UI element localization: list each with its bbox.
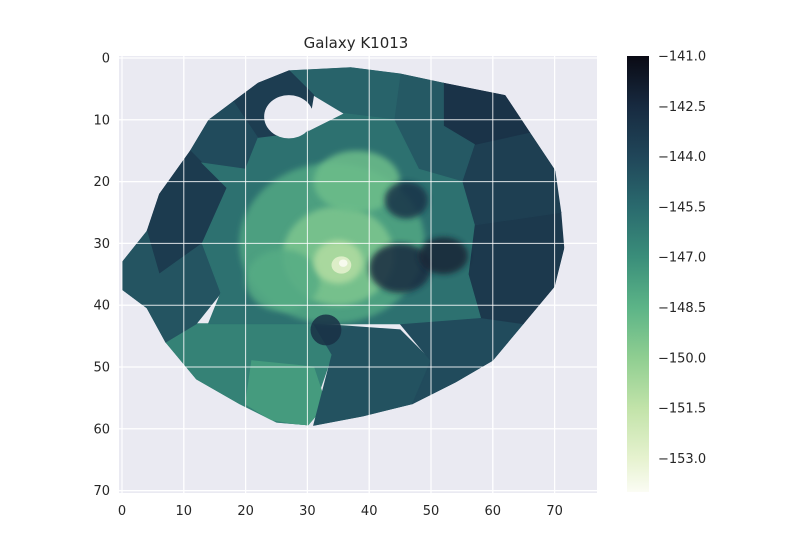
x-tick-label-10: 10 <box>176 504 193 519</box>
colorbar-tick-label-1: −142.5 <box>658 100 706 115</box>
map-blob-3 <box>245 249 320 312</box>
x-tick-label-40: 40 <box>361 504 378 519</box>
map-blob-8 <box>418 237 469 275</box>
y-tick-label-50: 50 <box>93 361 110 376</box>
map-center-blobs <box>239 150 469 346</box>
gridlines-over-map <box>119 56 597 493</box>
colorbar-ticks: −141.0 −142.5 −144.0 −145.5 −147.0 −148.5 −150… <box>658 50 706 467</box>
colorbar-tick-label-0: −141.0 <box>658 50 706 65</box>
x-tick-label-50: 50 <box>423 504 440 519</box>
x-tick-label-30: 30 <box>299 504 316 519</box>
colorbar: −141.0 −142.5 −144.0 −145.5 −147.0 −148.5 −150… <box>627 50 706 492</box>
y-tick-label-40: 40 <box>93 299 110 314</box>
colorbar-tick-label-6: −150.0 <box>658 351 706 366</box>
y-axis-ticks: 0 10 20 30 40 50 60 70 <box>93 52 110 500</box>
y-tick-label-70: 70 <box>93 484 110 499</box>
colorbar-tick-label-8: −153.0 <box>658 452 706 467</box>
map-blob-9 <box>384 181 428 219</box>
map-blob-6 <box>338 259 348 267</box>
colorbar-tick-label-3: −145.5 <box>658 200 706 215</box>
x-axis-ticks: 0 10 20 30 40 50 60 70 <box>118 504 563 519</box>
plot-axes: 0 10 20 30 40 50 60 70 0 10 20 30 40 50 60 70 <box>93 52 597 519</box>
colorbar-tick-label-4: −147.0 <box>658 251 706 266</box>
map-region-2 <box>312 323 432 426</box>
y-tick-label-10: 10 <box>93 113 110 128</box>
y-tick-label-20: 20 <box>93 175 110 190</box>
colorbar-gradient <box>627 56 649 492</box>
y-tick-label-30: 30 <box>93 237 110 252</box>
x-tick-label-60: 60 <box>485 504 502 519</box>
x-tick-label-0: 0 <box>118 504 126 519</box>
y-tick-label-60: 60 <box>93 422 110 437</box>
chart-title: Galaxy K1013 <box>304 34 409 52</box>
y-tick-label-0: 0 <box>102 52 110 67</box>
colorbar-tick-label-5: −148.5 <box>658 301 706 316</box>
x-tick-label-70: 70 <box>546 504 563 519</box>
colorbar-tick-label-7: −151.5 <box>658 402 706 417</box>
map-blob-10 <box>310 314 342 346</box>
x-tick-label-20: 20 <box>237 504 254 519</box>
map-blob-7 <box>369 243 431 293</box>
colorbar-tick-label-2: −144.0 <box>658 150 706 165</box>
map-region-12 <box>122 229 222 343</box>
